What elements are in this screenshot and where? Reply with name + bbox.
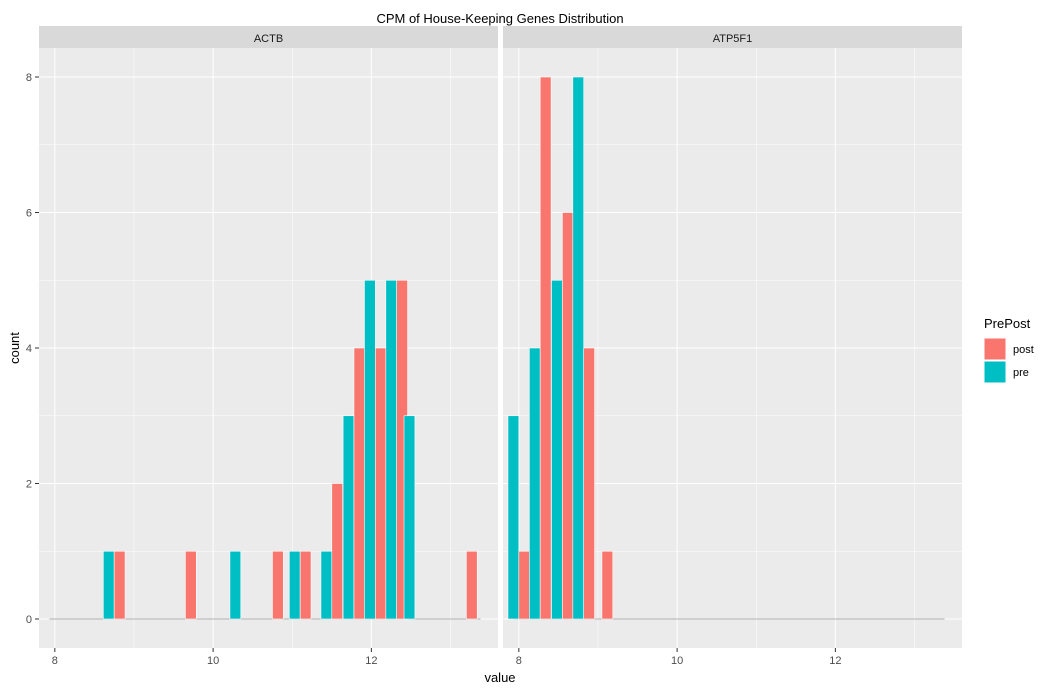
bar-post [601,550,614,620]
bar-pre [572,76,585,620]
bar-post [113,550,126,620]
bar-post [331,483,343,620]
legend: PrePost post pre [983,316,1034,384]
facet-strip [503,26,962,48]
chart-title: CPM of House-Keeping Genes Distribution [376,11,623,26]
bar-pre [507,415,520,620]
bar-pre [551,279,563,620]
bar-pre [288,550,301,620]
x-tick-label: 10 [671,655,683,667]
bar-post [562,212,574,620]
bar-post [353,347,366,620]
y-tick-label: 6 [26,208,32,220]
x-tick-label: 12 [365,655,377,667]
x-tick-label: 8 [516,655,522,667]
facet-panels: ACTB 8 10 12 ATP5F1 8 10 12 0 2 4 6 8 [26,26,962,667]
x-tick-label: 12 [829,655,841,667]
bar-pre [364,279,376,620]
y-axis: 0 2 4 6 8 [26,72,39,626]
bar-post [539,76,552,620]
bar-post [375,347,387,620]
facet-strip-label: ATP5F1 [713,33,753,45]
facet-panel-atp5f1: ATP5F1 8 10 12 [503,26,962,667]
legend-key-pre [983,360,1007,384]
y-tick-label: 4 [26,343,32,355]
y-tick-label: 8 [26,72,32,84]
bar-pre [320,550,333,620]
bar-post [272,550,284,620]
legend-label-post: post [1013,344,1034,356]
y-tick-label: 2 [26,479,32,491]
x-tick-label: 8 [52,655,58,667]
facet-strip-label: ACTB [254,33,283,45]
bar-pre [529,347,541,620]
x-tick-label: 10 [207,655,219,667]
facet-strip [39,26,498,48]
bar-post [466,550,478,620]
facet-panel-actb: ACTB 8 10 12 [39,26,498,667]
legend-title: PrePost [984,316,1031,331]
bar-pre [403,415,416,620]
bar-post [299,550,312,620]
bar-post [185,550,197,620]
x-axis-title: value [484,670,515,685]
bar-pre [102,550,115,620]
bar-pre [342,415,355,620]
y-axis-title: count [7,332,22,364]
legend-key-post [983,337,1007,361]
legend-label-pre: pre [1013,367,1029,379]
bar-post [518,550,531,620]
y-tick-label: 0 [26,614,32,626]
bar-pre [385,279,398,620]
bar-pre [229,550,242,620]
bar-post [583,347,595,620]
